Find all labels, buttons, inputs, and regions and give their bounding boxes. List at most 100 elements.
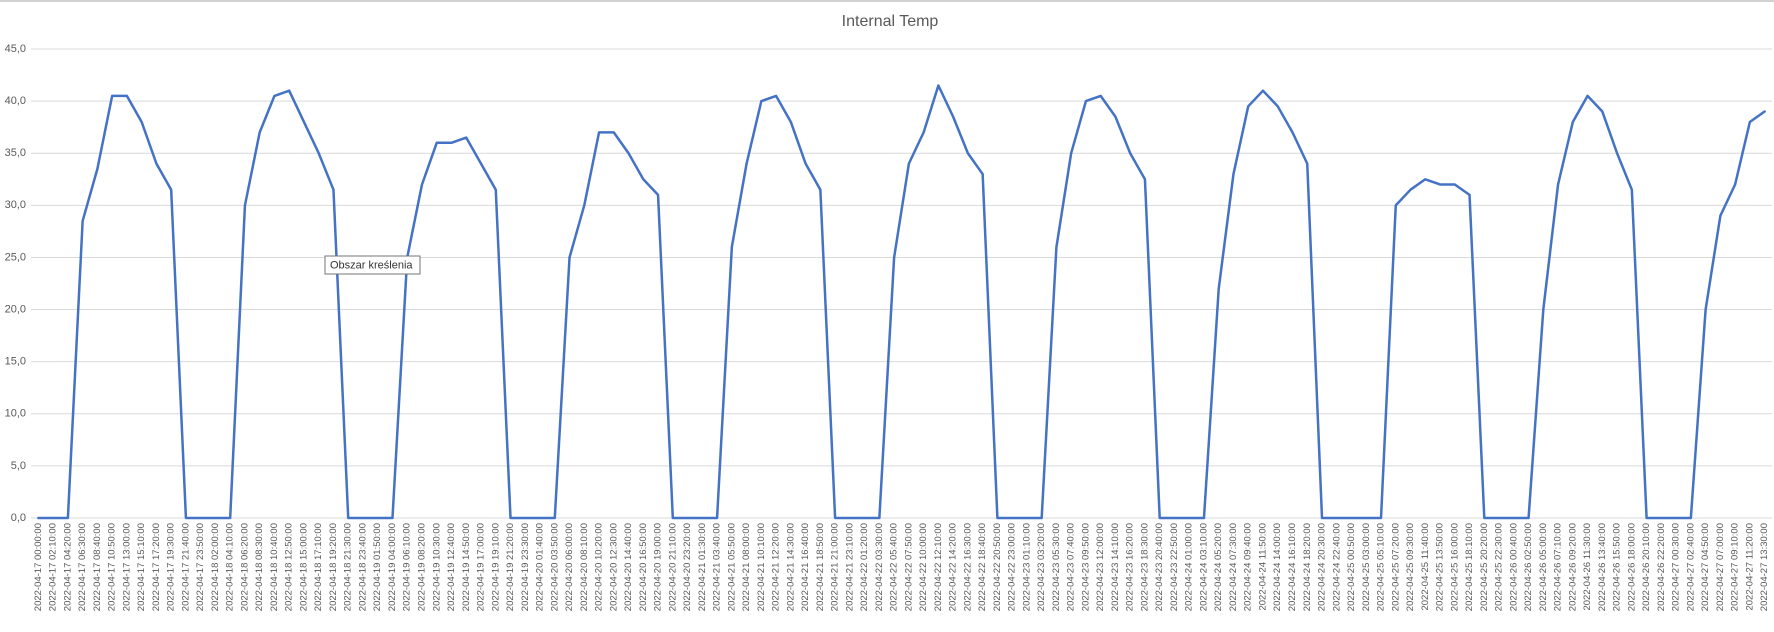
x-tick-label: 2022-04-26 15:50:00: [1612, 523, 1623, 611]
x-tick-label: 2022-04-17 21:40:00: [180, 523, 191, 611]
x-tick-label: 2022-04-24 09:40:00: [1243, 523, 1254, 611]
x-tick-label: 2022-04-24 14:00:00: [1272, 523, 1283, 611]
x-tick-label: 2022-04-23 22:50:00: [1169, 523, 1180, 611]
x-tick-label: 2022-04-20 10:20:00: [594, 523, 605, 611]
x-tick-label: 2022-04-24 20:30:00: [1317, 523, 1328, 611]
x-tick-label: 2022-04-26 13:40:00: [1597, 523, 1608, 611]
x-tick-label: 2022-04-22 05:40:00: [889, 523, 900, 611]
x-tick-label: 2022-04-22 18:40:00: [977, 523, 988, 611]
x-tick-label: 2022-04-25 00:50:00: [1346, 523, 1357, 611]
tooltip-text: Obszar kreślenia: [330, 259, 413, 271]
x-tick-label: 2022-04-26 00:40:00: [1508, 523, 1519, 611]
x-tick-label: 2022-04-20 16:50:00: [638, 523, 649, 611]
x-tick-label: 2022-04-23 12:00:00: [1095, 523, 1106, 611]
x-tick-label: 2022-04-26 05:00:00: [1538, 523, 1549, 611]
x-tick-label: 2022-04-19 04:00:00: [387, 523, 398, 611]
x-tick-label: 2022-04-17 19:30:00: [166, 523, 177, 611]
x-tick-label: 2022-04-22 23:00:00: [1007, 523, 1018, 611]
x-tick-label: 2022-04-22 20:50:00: [992, 523, 1003, 611]
x-tick-label: 2022-04-18 04:10:00: [225, 523, 236, 611]
x-tick-label: 2022-04-21 21:00:00: [830, 523, 841, 611]
x-tick-label: 2022-04-17 13:00:00: [121, 523, 132, 611]
x-tick-label: 2022-04-17 08:40:00: [92, 523, 103, 611]
y-tick-label: 25,0: [5, 251, 26, 263]
x-tick-label: 2022-04-18 02:00:00: [210, 523, 221, 611]
x-tick-label: 2022-04-23 18:30:00: [1139, 523, 1150, 611]
x-tick-label: 2022-04-26 09:20:00: [1567, 523, 1578, 611]
x-tick-label: 2022-04-26 20:10:00: [1641, 523, 1652, 611]
line-series: [37, 84, 1766, 520]
x-tick-label: 2022-04-22 03:30:00: [874, 523, 885, 611]
x-tick-label: 2022-04-19 14:50:00: [461, 523, 472, 611]
x-tick-label: 2022-04-17 02:10:00: [48, 523, 59, 611]
x-tick-label: 2022-04-19 08:20:00: [417, 523, 428, 611]
x-tick-label: 2022-04-20 19:00:00: [653, 523, 664, 611]
x-tick-label: 2022-04-23 20:40:00: [1154, 523, 1165, 611]
x-tick-label: 2022-04-25 16:00:00: [1449, 523, 1460, 611]
y-tick-label: 35,0: [5, 147, 26, 159]
x-tick-label: 2022-04-27 11:20:00: [1744, 523, 1755, 611]
series: [37, 84, 1766, 520]
tooltip: Obszar kreślenia: [324, 255, 421, 275]
x-tick-label: 2022-04-22 07:50:00: [903, 523, 914, 611]
x-tick-label: 2022-04-20 21:10:00: [667, 523, 678, 611]
x-tick-label: 2022-04-23 16:20:00: [1125, 523, 1136, 611]
y-tick-label: 20,0: [5, 303, 26, 315]
x-tick-label: 2022-04-24 18:20:00: [1302, 523, 1313, 611]
x-tick-label: 2022-04-17 04:20:00: [62, 523, 73, 611]
chart-title: Internal Temp: [842, 13, 939, 30]
x-tick-label: 2022-04-21 14:30:00: [785, 523, 796, 611]
x-tick-label: 2022-04-23 05:30:00: [1051, 523, 1062, 611]
x-tick-label: 2022-04-21 08:00:00: [741, 523, 752, 611]
x-tick-label: 2022-04-24 05:20:00: [1213, 523, 1224, 611]
x-tick-label: 2022-04-22 14:20:00: [948, 523, 959, 611]
x-tick-label: 2022-04-20 01:40:00: [535, 523, 546, 611]
x-tick-label: 2022-04-21 05:50:00: [726, 523, 737, 611]
x-tick-label: 2022-04-21 16:40:00: [800, 523, 811, 611]
x-tick-label: 2022-04-19 17:00:00: [476, 523, 487, 611]
x-tick-label: 2022-04-20 12:30:00: [608, 523, 619, 611]
x-tick-label: 2022-04-17 00:00:00: [33, 523, 44, 611]
x-tick-label: 2022-04-18 08:30:00: [254, 523, 265, 611]
x-tick-label: 2022-04-25 07:20:00: [1390, 523, 1401, 611]
x-tick-label: 2022-04-17 15:10:00: [136, 523, 147, 611]
y-tick-label: 5,0: [11, 460, 26, 472]
x-tick-label: 2022-04-25 09:30:00: [1405, 523, 1416, 611]
x-tick-label: 2022-04-22 12:10:00: [933, 523, 944, 611]
x-tick-label: 2022-04-24 22:40:00: [1331, 523, 1342, 611]
y-tick-label: 10,0: [5, 408, 26, 420]
x-tick-label: 2022-04-17 10:50:00: [107, 523, 118, 611]
x-tick-label: 2022-04-21 23:10:00: [844, 523, 855, 611]
x-tick-label: 2022-04-27 07:00:00: [1715, 523, 1726, 611]
x-tick-label: 2022-04-19 12:40:00: [446, 523, 457, 611]
x-tick-label: 2022-04-20 08:10:00: [579, 523, 590, 611]
x-tick-label: 2022-04-25 22:30:00: [1494, 523, 1505, 611]
x-tick-label: 2022-04-27 00:30:00: [1671, 523, 1682, 611]
x-tick-label: 2022-04-22 16:30:00: [962, 523, 973, 611]
x-tick-label: 2022-04-20 03:50:00: [549, 523, 560, 611]
y-tick-label: 40,0: [5, 95, 26, 107]
x-tick-label: 2022-04-21 18:50:00: [815, 523, 826, 611]
y-tick-label: 45,0: [5, 43, 26, 55]
x-axis: 2022-04-17 00:00:00 2022-04-17 02:10:00 20…: [33, 523, 1770, 611]
x-tick-label: 2022-04-17 06:30:00: [77, 523, 88, 611]
x-tick-label: 2022-04-24 01:00:00: [1184, 523, 1195, 611]
tooltip-box: [324, 255, 421, 275]
x-tick-label: 2022-04-17 23:50:00: [195, 523, 206, 611]
x-tick-label: 2022-04-25 20:20:00: [1479, 523, 1490, 611]
x-tick-label: 2022-04-26 02:50:00: [1523, 523, 1534, 611]
x-tick-label: 2022-04-20 14:40:00: [623, 523, 634, 611]
x-tick-label: 2022-04-24 07:30:00: [1228, 523, 1239, 611]
x-tick-label: 2022-04-21 10:10:00: [756, 523, 767, 611]
x-tick-label: 2022-04-20 06:00:00: [564, 523, 575, 611]
y-tick-label: 0,0: [11, 512, 26, 524]
x-tick-label: 2022-04-17 17:20:00: [151, 523, 162, 611]
x-tick-label: 2022-04-19 23:30:00: [520, 523, 531, 611]
x-tick-label: 2022-04-22 10:00:00: [918, 523, 929, 611]
y-axis: 0,0 5,0 10,0 15,0 20,0 25,0 30,0 35,0 40,0 45,0: [5, 43, 26, 524]
x-tick-label: 2022-04-23 14:10:00: [1110, 523, 1121, 611]
x-tick-label: 2022-04-26 07:10:00: [1553, 523, 1564, 611]
x-tick-label: 2022-04-19 01:50:00: [372, 523, 383, 611]
x-tick-label: 2022-04-18 23:40:00: [357, 523, 368, 611]
x-tick-label: 2022-04-25 03:00:00: [1361, 523, 1372, 611]
